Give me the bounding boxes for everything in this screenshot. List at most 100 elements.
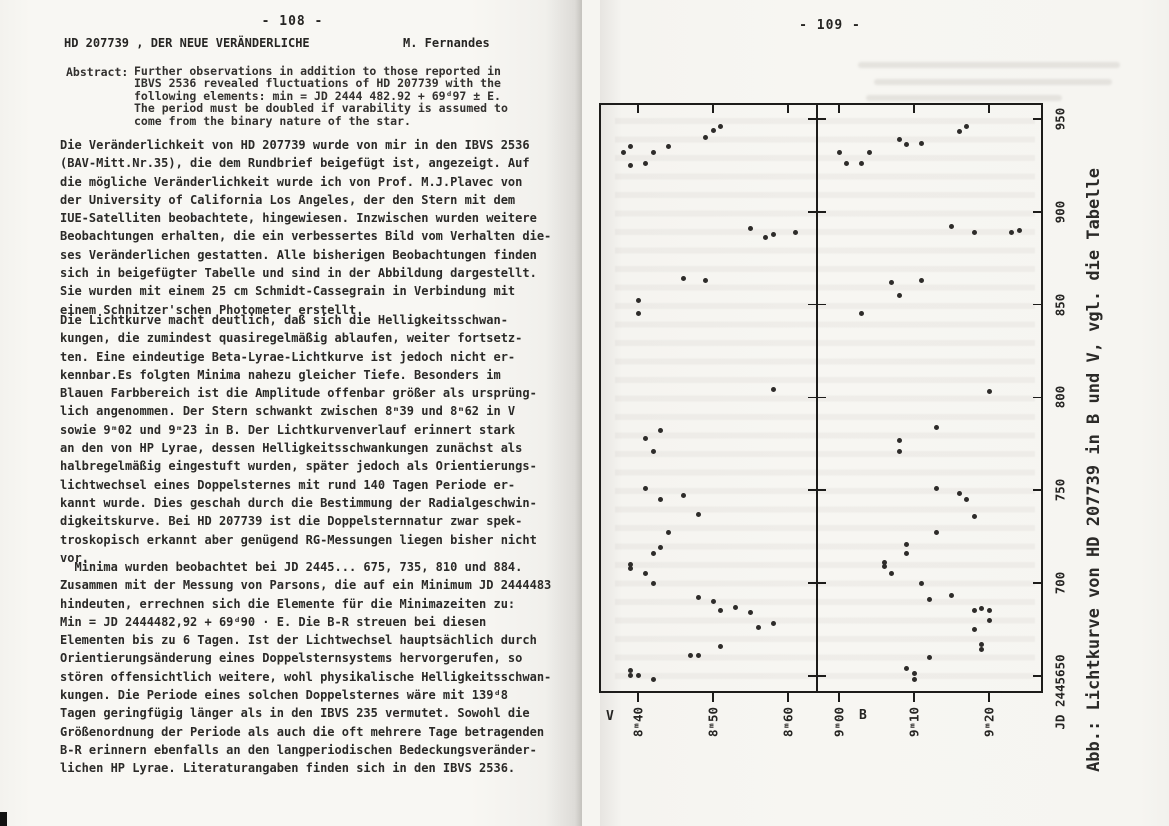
paragraph-1: Die Veränderlichkeit von HD 207739 wurde… [60,136,551,319]
y-axis-tick [808,396,816,399]
data-point-b [904,665,909,671]
text-line: digkeitskurve. Bei HD 207739 ist die Dop… [60,514,523,529]
x-axis-tick-label: 9ᵐ10 [906,706,922,738]
data-point-b [881,560,887,566]
data-point-v [770,621,776,627]
data-point-v [710,599,716,605]
text-line: Elementen bis zu 6 Tagen. Ist der Lichtw… [60,633,537,648]
data-point-b [904,142,909,148]
text-line: Beobachtungen erhalten, die ein verbesse… [60,229,552,244]
data-point-v [658,496,663,502]
text-line: following elements: min = JD 2444 482.92… [134,88,501,103]
y-axis-tick [1033,396,1041,399]
text-line: Orientierungsänderung eines Doppelsterns… [60,651,523,666]
data-point-v [718,123,723,129]
paragraph-2: Die Lichtkurve macht deutlich, daß sich … [60,311,537,567]
y-axis-tick-label: JD 2445650 [1052,654,1068,730]
y-axis-tick-label: 950 [1052,107,1068,131]
data-point-v [665,530,671,536]
data-point-b [889,571,894,577]
data-point-v [643,485,648,491]
scan-corner-mark [0,812,7,826]
y-axis-tick [808,118,816,120]
data-point-b [949,224,954,230]
data-point-b [964,496,969,502]
page-number-right: - 109 - [799,18,861,33]
data-point-v [710,127,716,133]
x-axis-tick [838,693,840,702]
data-point-b [986,608,992,614]
data-point-v [680,276,686,282]
data-point-v [635,673,641,679]
text-line: kannt wurde. Dies geschah durch die Best… [60,495,537,510]
data-point-v [628,667,633,673]
paragraph-3: Minima wurden beobachtet bei JD 2445... … [60,558,551,778]
data-point-b [979,647,984,653]
data-point-b [986,389,992,395]
text-line: lich angenommen. Der Stern schwankt zwis… [60,404,516,419]
text-line: an den von HP Lyrae, dessen Helligkeitss… [60,441,523,456]
data-point-v [680,493,686,499]
data-point-b [956,129,962,135]
text-line: come from the binary nature of the star. [134,113,411,128]
data-point-b [896,448,902,454]
data-point-v [665,144,671,150]
data-point-b [859,161,864,167]
data-point-v [628,144,633,150]
text-line: Further observations in addition to thos… [134,64,501,78]
x-axis-tick-label: 8ᵐ60 [780,706,796,738]
text-line: hindeuten, errechnen sich die Elemente f… [60,596,516,611]
x-axis-tick [637,105,639,113]
data-point-b [919,140,924,146]
y-axis-tick [818,396,826,399]
data-point-b [911,677,917,682]
x-axis-tick-label: 9ᵐ00 [831,706,847,738]
y-axis-tick [818,489,826,491]
data-point-b [896,437,902,443]
y-axis-tick-label: 900 [1052,200,1068,224]
data-point-b [896,136,902,142]
panel-label-v: V [606,709,614,724]
text-line: IBVS 2536 revealed fluctuations of HD 20… [134,76,501,91]
chart-frame [599,103,1043,693]
article-title: HD 207739 , DER NEUE VERÄNDERLICHE [64,36,310,50]
data-point-b [949,593,954,599]
data-point-v [703,135,708,141]
text-line: Zusammen mit der Messung von Parsons, di… [60,578,552,593]
y-axis-tick [808,582,816,584]
bleed-through-rows [615,118,1035,686]
y-axis-tick-label: 800 [1052,386,1068,409]
data-point-b [964,123,969,129]
text-line: IUE-Satelliten beobachtete, hingewiesen.… [60,211,537,226]
text-line: ten. Eine eindeutige Beta-Lyrae-Lichtkur… [60,349,516,364]
data-point-v [770,387,776,393]
data-point-b [919,277,924,283]
bleed-through-line [866,95,1062,101]
x-axis-tick [913,105,915,113]
y-axis-tick-label: 750 [1052,478,1068,502]
y-axis-tick [808,489,816,491]
data-point-v [643,435,648,441]
bleed-through-line [874,79,1112,85]
y-axis-tick [818,118,826,120]
data-point-b [971,626,977,632]
data-point-v [688,652,693,658]
data-point-v [635,298,641,304]
data-point-v [763,235,768,241]
y-axis-tick-label: 700 [1052,571,1068,595]
text-line: (BAV-Mitt.Nr.35), die dem Rundbrief beig… [60,156,530,171]
x-axis-tick-label: 8ᵐ50 [705,706,721,738]
text-line: Min = JD 2444482,92 + 69ᵈ90 · E. Die B-R… [60,614,487,629]
data-point-b [896,292,902,298]
y-axis-tick [818,582,826,584]
data-point-b [1016,227,1022,233]
text-line: kennbar.Es folgten Minima nahezu gleiche… [60,367,501,382]
y-axis-tick [1033,675,1041,677]
y-axis-tick [1033,118,1041,120]
text-line: The period must be doubled if varability… [134,101,508,116]
text-line: Sie wurden mit einem 25 cm Schmidt-Casse… [60,284,516,299]
x-axis-tick [787,693,789,702]
data-point-b [889,279,894,285]
x-axis-tick [712,105,714,113]
data-point-v [650,149,656,155]
